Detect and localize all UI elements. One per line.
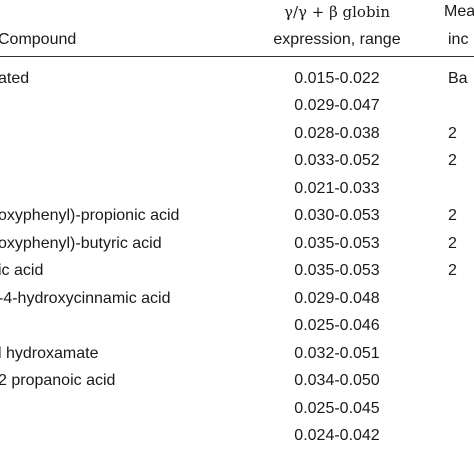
mean-cell: 2: [448, 207, 457, 224]
table-row: ated 0.015-0.022 Ba: [0, 66, 474, 92]
range-cell: 0.025-0.046: [294, 317, 380, 334]
column-header-compound: Compound: [0, 31, 77, 48]
range-cell: 0.033-0.052: [294, 152, 380, 169]
range-cell: 0.024-0.042: [294, 427, 380, 444]
range-cell: 0.015-0.022: [294, 70, 380, 87]
range-cell: 0.030-0.053: [294, 207, 380, 224]
range-cell: 0.025-0.045: [294, 400, 380, 417]
mean-cell: 2: [448, 125, 457, 142]
mean-cell: Ba: [448, 70, 468, 87]
range-cell: 0.035-0.053: [294, 235, 380, 252]
compound-cell: oxyphenyl)-propionic acid: [0, 207, 180, 224]
table-row: ic acid 0.035-0.053 2: [0, 258, 474, 284]
table-row: oxyphenyl)-propionic acid 0.030-0.053 2: [0, 203, 474, 229]
table-row: 0.025-0.045: [0, 396, 474, 422]
table-row: 0.024-0.042: [0, 423, 474, 449]
table-row: 0.033-0.052 2: [0, 148, 474, 174]
header-divider: [0, 56, 474, 57]
range-cell: 0.028-0.038: [294, 125, 380, 142]
column-header-mean-line2: inc: [448, 31, 469, 48]
table-row: 2 propanoic acid 0.034-0.050: [0, 368, 474, 394]
range-cell: 0.029-0.048: [294, 290, 380, 307]
table-row: l hydroxamate 0.032-0.051: [0, 341, 474, 367]
range-cell: 0.021-0.033: [294, 180, 380, 197]
range-cell: 0.029-0.047: [294, 97, 380, 114]
column-header-mean-line1: Mea: [444, 3, 474, 20]
mean-cell: 2: [448, 235, 457, 252]
compound-cell: 2 propanoic acid: [0, 372, 116, 389]
table-row: 0.021-0.033: [0, 176, 474, 202]
compound-cell: -4-hydroxycinnamic acid: [0, 290, 171, 307]
table-row: 0.028-0.038 2: [0, 121, 474, 147]
compound-cell: l hydroxamate: [0, 345, 99, 362]
column-header-expression-line1: γ/γ + β globin: [283, 3, 391, 21]
compound-cell: ic acid: [0, 262, 44, 279]
range-cell: 0.035-0.053: [294, 262, 380, 279]
table-row: 0.025-0.046: [0, 313, 474, 339]
column-header-expression-line2: expression, range: [273, 31, 401, 48]
range-cell: 0.034-0.050: [294, 372, 380, 389]
range-cell: 0.032-0.051: [294, 345, 380, 362]
mean-cell: 2: [448, 262, 457, 279]
table-row: 0.029-0.047: [0, 93, 474, 119]
compound-cell: oxyphenyl)-butyric acid: [0, 235, 162, 252]
table-row: oxyphenyl)-butyric acid 0.035-0.053 2: [0, 231, 474, 257]
mean-cell: 2: [448, 152, 457, 169]
compound-cell: ated: [0, 70, 30, 87]
table-row: -4-hydroxycinnamic acid 0.029-0.048: [0, 286, 474, 312]
